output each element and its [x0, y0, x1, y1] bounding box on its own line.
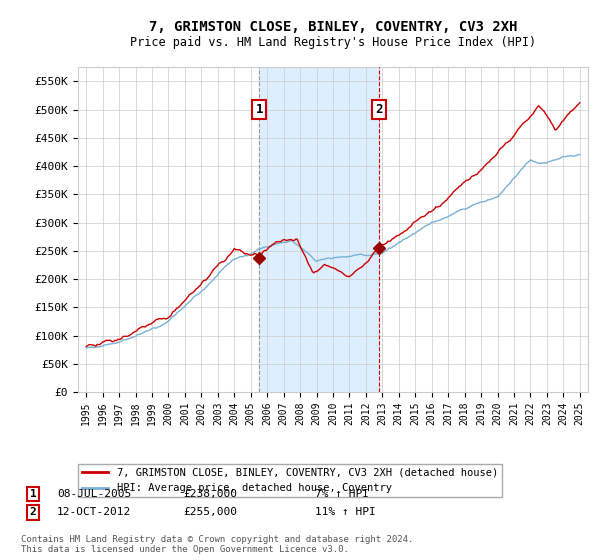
- Text: 7% ↑ HPI: 7% ↑ HPI: [315, 489, 369, 499]
- Text: 2: 2: [29, 507, 37, 517]
- Text: Price paid vs. HM Land Registry's House Price Index (HPI): Price paid vs. HM Land Registry's House …: [130, 36, 536, 49]
- Text: £255,000: £255,000: [183, 507, 237, 517]
- Legend: 7, GRIMSTON CLOSE, BINLEY, COVENTRY, CV3 2XH (detached house), HPI: Average pric: 7, GRIMSTON CLOSE, BINLEY, COVENTRY, CV3…: [78, 464, 502, 497]
- Text: 1: 1: [29, 489, 37, 499]
- Text: Contains HM Land Registry data © Crown copyright and database right 2024.
This d: Contains HM Land Registry data © Crown c…: [21, 535, 413, 554]
- Text: £238,000: £238,000: [183, 489, 237, 499]
- Text: 7, GRIMSTON CLOSE, BINLEY, COVENTRY, CV3 2XH: 7, GRIMSTON CLOSE, BINLEY, COVENTRY, CV3…: [149, 20, 517, 34]
- Text: 2: 2: [375, 103, 383, 116]
- Text: 12-OCT-2012: 12-OCT-2012: [57, 507, 131, 517]
- Text: 1: 1: [256, 103, 263, 116]
- Text: 11% ↑ HPI: 11% ↑ HPI: [315, 507, 376, 517]
- Text: 08-JUL-2005: 08-JUL-2005: [57, 489, 131, 499]
- Bar: [259, 67, 379, 392]
